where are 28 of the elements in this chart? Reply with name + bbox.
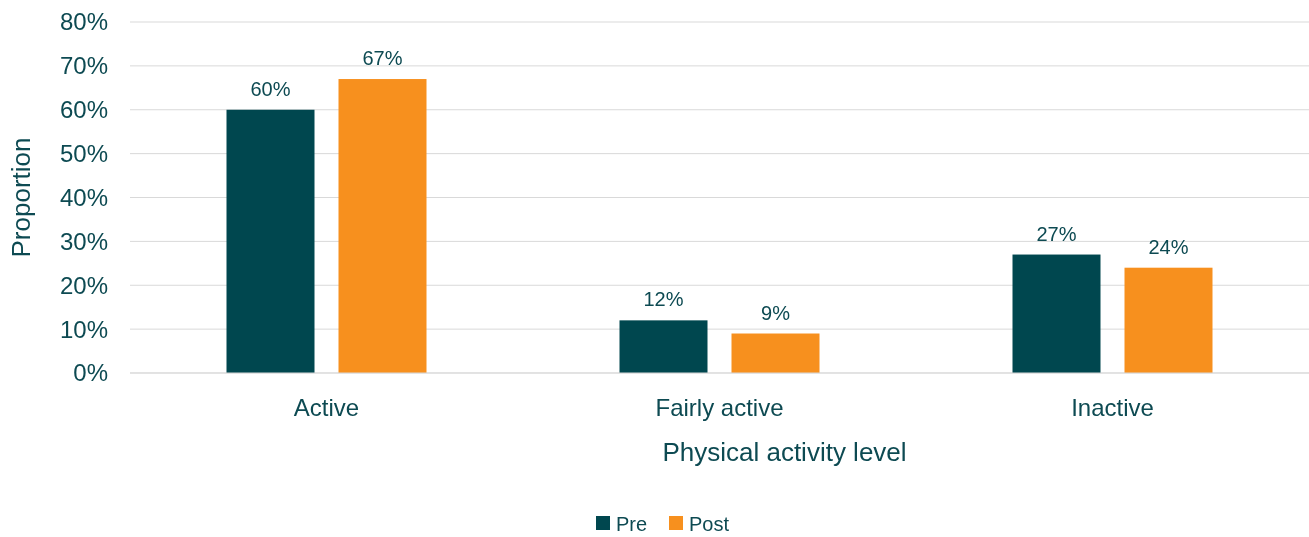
bar [1124, 267, 1213, 373]
data-label: 60% [250, 77, 291, 100]
y-axis-title: Proportion [6, 137, 36, 258]
x-tick-label: Inactive [1071, 394, 1154, 421]
x-axis-title: Physical activity level [662, 437, 907, 467]
legend-label: Pre [616, 513, 648, 535]
bar [731, 333, 820, 373]
y-tick-label: 40% [59, 183, 108, 211]
y-tick-label: 30% [59, 227, 108, 255]
y-tick-label: 0% [73, 359, 108, 387]
y-tick-label: 70% [59, 52, 108, 80]
bar [338, 79, 427, 373]
legend-label: Post [689, 513, 730, 535]
bar [1012, 254, 1101, 373]
data-label: 9% [761, 301, 791, 324]
x-tick-label: Fairly active [655, 394, 784, 421]
data-label: 67% [362, 47, 403, 70]
y-tick-label: 50% [59, 140, 108, 168]
bar [619, 320, 708, 373]
x-tick-label: Active [293, 394, 360, 421]
data-label: 27% [1036, 222, 1077, 245]
y-tick-label: 20% [59, 271, 108, 299]
data-label: 12% [643, 288, 684, 311]
y-tick-label: 60% [59, 96, 108, 124]
y-tick-label: 80% [59, 8, 108, 36]
bar [226, 109, 315, 373]
data-label: 24% [1148, 235, 1189, 258]
y-tick-label: 10% [59, 315, 108, 343]
